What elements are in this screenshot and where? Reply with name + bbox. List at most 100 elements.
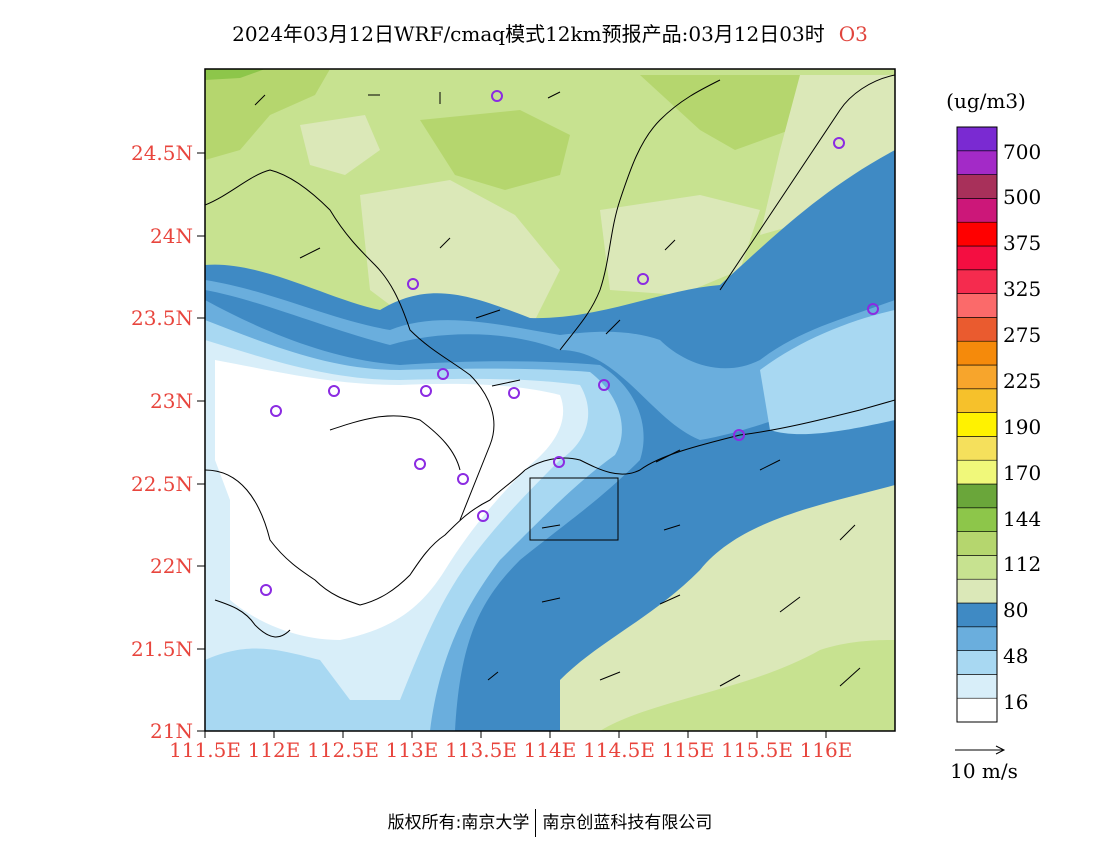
- lat-label: 22.5N: [131, 472, 193, 496]
- lon-labels: 111.5E 112E 112.5E 113E 113.5E 114E 114.…: [169, 738, 852, 762]
- colorbar-labels: 16 48 80 112 144 170 190 225 275 325 375…: [1003, 140, 1041, 714]
- station-marker: [491, 90, 503, 102]
- field-ne-patch: [640, 75, 800, 150]
- colorbar-segment: [956, 317, 998, 342]
- wind-arrow: [719, 674, 741, 687]
- lat-label: 22N: [150, 554, 193, 578]
- concentration-field: [205, 69, 895, 731]
- wind-arrow: [599, 671, 621, 681]
- lat-label: 21N: [150, 719, 193, 743]
- station-marker: [414, 458, 426, 470]
- colorbar-label: 16: [1003, 690, 1028, 714]
- wind-arrow: [254, 94, 266, 106]
- wind-arrow: [491, 379, 521, 387]
- colorbar-label: 500: [1003, 185, 1041, 209]
- footer-divider: [535, 809, 537, 837]
- title-text: 2024年03月12日WRF/cmaq模式12km预报产品:03月12日03时: [232, 22, 825, 46]
- colorbar-label: 48: [1003, 644, 1028, 668]
- colorbar-frame: [956, 126, 998, 723]
- footer-right: 南京创蓝科技有限公司: [542, 813, 713, 833]
- colorbar-segment: [956, 602, 998, 628]
- wind-arrow: [664, 239, 676, 251]
- lon-label: 114E: [524, 738, 577, 762]
- colorbar-segment: [956, 364, 998, 390]
- colorbar-segment: [956, 150, 998, 175]
- colorbar-label: 190: [1003, 415, 1041, 439]
- station-markers: [260, 90, 879, 596]
- lat-ticks: [197, 152, 205, 732]
- lon-ticks: [204, 731, 827, 738]
- station-marker: [420, 385, 432, 397]
- lon-label: 111.5E: [169, 738, 241, 762]
- colorbar-segment: [956, 388, 998, 413]
- field-band-16: [215, 360, 564, 640]
- footer-left: 版权所有:南京大学: [387, 813, 530, 833]
- field-nw-corner: [205, 69, 265, 80]
- lat-label: 23.5N: [131, 306, 193, 330]
- coastline-main: [205, 469, 526, 606]
- lon-label: 112.5E: [307, 738, 379, 762]
- admin-boundary-2: [559, 79, 721, 351]
- lat-label: 21.5N: [131, 637, 193, 661]
- admin-boundary-1: [205, 169, 495, 521]
- colorbar-segment: [956, 626, 998, 651]
- field-light-north: [360, 180, 560, 330]
- colorbar-segment: [956, 221, 998, 247]
- station-marker: [833, 137, 845, 149]
- colorbar-segment: [956, 245, 998, 271]
- wind-arrow: [663, 524, 681, 531]
- inset-box: [529, 477, 619, 541]
- wind-vectors: [254, 91, 861, 687]
- wind-arrow: [839, 667, 861, 687]
- coastlines: [205, 74, 895, 638]
- field-band-64: [205, 280, 895, 440]
- lon-label: 114.5E: [583, 738, 655, 762]
- colorbar-label: 170: [1003, 461, 1041, 485]
- wind-arrow: [541, 597, 561, 603]
- lon-label: 112E: [248, 738, 301, 762]
- station-marker: [328, 385, 340, 397]
- field-light-center: [600, 195, 760, 295]
- station-marker: [508, 387, 520, 399]
- colorbar-label: 700: [1003, 140, 1041, 164]
- wind-reference: 10 m/s: [950, 745, 1018, 783]
- colorbar-segment: [956, 555, 998, 580]
- field-sea-green: [600, 640, 895, 731]
- wind-arrow: [439, 237, 451, 249]
- colorbar-label: 275: [1003, 323, 1041, 347]
- colorbar-segment: [956, 198, 998, 223]
- station-marker: [270, 405, 282, 417]
- coastline-southwest: [214, 599, 291, 638]
- colorbar-unit: (ug/m3): [946, 89, 1026, 113]
- lon-label: 113.5E: [445, 738, 517, 762]
- lat-label: 24.5N: [131, 141, 193, 165]
- station-marker: [637, 273, 649, 285]
- colorbar-segment: [956, 650, 998, 675]
- lat-labels: 24.5N 24N 23.5N 23N 22.5N 22N 21.5N 21N: [131, 141, 193, 743]
- colorbar-segment: [956, 578, 998, 604]
- station-marker: [733, 429, 745, 441]
- colorbar-label: 80: [1003, 598, 1028, 622]
- colorbar-segment: [956, 507, 998, 532]
- wind-arrow: [547, 91, 561, 99]
- lon-label: 116E: [800, 738, 853, 762]
- copyright-footer: 版权所有:南京大学 南京创蓝科技有限公司: [0, 808, 1100, 837]
- colorbar-segment: [956, 412, 998, 437]
- colorbar-label: 375: [1003, 231, 1041, 255]
- colorbar-label: 225: [1003, 369, 1041, 393]
- wind-arrow: [299, 247, 321, 259]
- wind-arrow: [655, 449, 681, 463]
- station-marker: [457, 473, 469, 485]
- colorbar-segment: [956, 674, 998, 699]
- colorbar: [956, 126, 998, 723]
- station-marker: [437, 368, 449, 380]
- lat-label: 24N: [150, 224, 193, 248]
- colorbar-segment: [956, 459, 998, 485]
- station-marker: [598, 379, 610, 391]
- colorbar-segment: [956, 531, 998, 556]
- colorbar-segment: [956, 483, 998, 509]
- admin-boundary-4: [329, 415, 461, 471]
- wind-arrow: [759, 459, 781, 471]
- station-marker: [477, 510, 489, 522]
